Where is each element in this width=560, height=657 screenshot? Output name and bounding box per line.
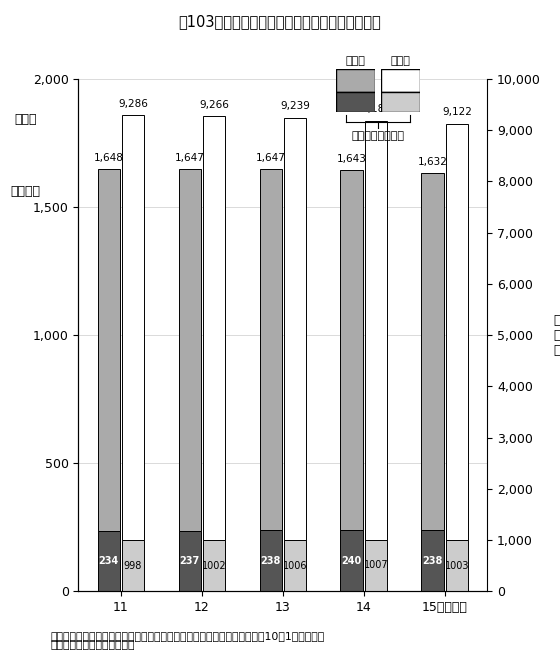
Text: 9,286: 9,286 [118,99,148,109]
Text: 998: 998 [124,560,142,571]
Text: 1003: 1003 [445,560,469,570]
Text: 9,187: 9,187 [361,104,391,114]
Text: 病床数: 病床数 [346,56,366,66]
Text: 1,647: 1,647 [175,153,204,163]
Bar [365,120,387,539]
Text: 1007: 1007 [363,560,388,570]
Text: 1,643: 1,643 [337,154,367,164]
Text: 第103図　全国の病院に占める自治体病院の地位: 第103図 全国の病院に占める自治体病院の地位 [179,14,381,30]
Text: 237: 237 [180,556,200,566]
Bar [422,530,444,591]
Bar [365,539,387,591]
Bar [203,116,225,540]
Bar [381,69,420,93]
Text: （千床）: （千床） [10,185,40,198]
Bar [203,540,225,591]
Text: 9,239: 9,239 [280,101,310,112]
Bar [340,170,363,530]
Text: うち自治体病院分: うち自治体病院分 [352,131,404,141]
Text: 病床数: 病床数 [14,114,36,126]
Text: 1,647: 1,647 [256,153,286,163]
Bar [381,93,420,112]
Bar [284,540,306,591]
Text: 1,648: 1,648 [94,152,124,163]
Bar [179,531,201,591]
Text: を基にした数である。: を基にした数である。 [50,641,135,650]
Bar [97,169,120,532]
Bar [422,173,444,530]
Text: 9,122: 9,122 [442,108,472,118]
Bar [446,540,468,591]
Text: 238: 238 [422,556,443,566]
Text: 9,266: 9,266 [199,100,229,110]
Text: 234: 234 [99,556,119,566]
Bar [336,93,375,112]
Bar [446,124,468,540]
Bar [179,170,201,531]
Bar [122,116,144,540]
Bar [259,170,282,530]
Text: （注）　全国の病院数及び病床数は、厚生労働省「医療施設調査（各年度10月1日現在）」: （注） 全国の病院数及び病床数は、厚生労働省「医療施設調査（各年度10月1日現在… [50,631,325,641]
Bar [122,540,144,591]
Bar [259,530,282,591]
Text: 1,632: 1,632 [418,157,447,167]
Text: 病院数: 病院数 [390,56,410,66]
Y-axis label: 病
院
数: 病 院 数 [554,313,560,357]
Bar [336,69,375,93]
Bar [340,530,363,591]
Bar [97,532,120,591]
Text: 240: 240 [342,556,362,566]
Bar [284,118,306,540]
Text: 238: 238 [260,556,281,566]
Text: 1006: 1006 [283,560,307,570]
Text: 1002: 1002 [202,560,226,571]
